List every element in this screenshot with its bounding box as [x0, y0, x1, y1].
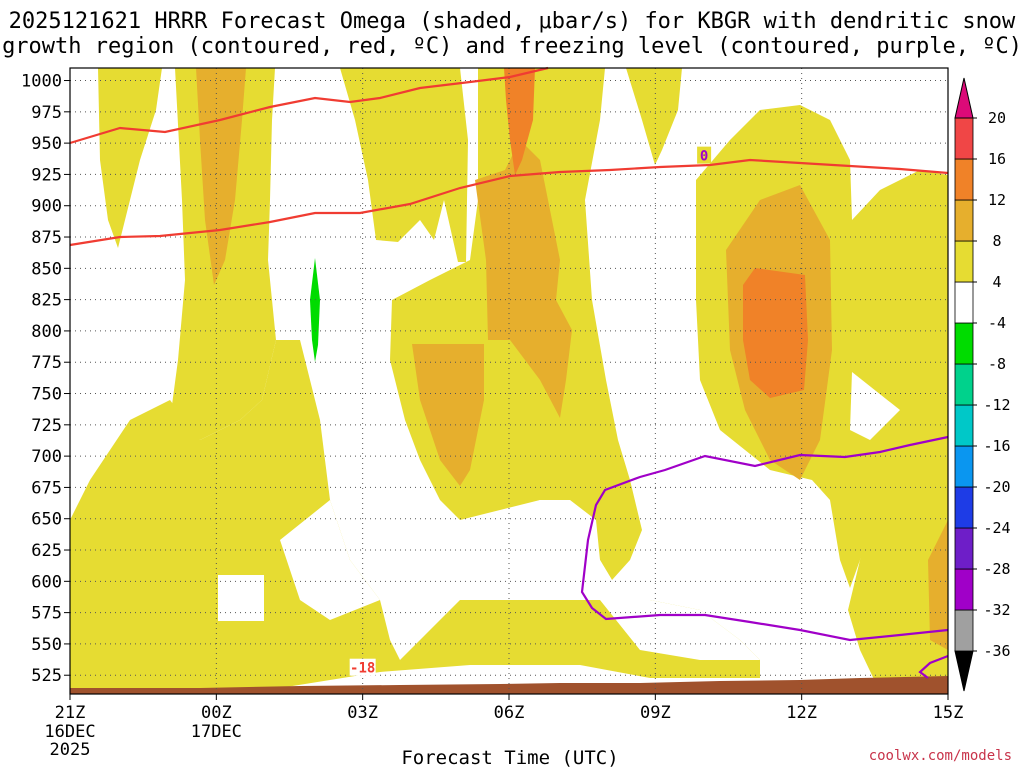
colorbar-label: 4 — [992, 273, 1001, 291]
y-axis: 525 550 575 600 625 650 675 700 725 750 775 800 825 8… — [21, 72, 70, 686]
y-tick-label: 525 — [31, 666, 62, 686]
freezing-contour-label: 0 — [700, 149, 708, 165]
omega-gap — [280, 500, 380, 620]
x-tick-label: 12Z — [786, 703, 817, 723]
omega-shading-12-16 — [504, 68, 808, 398]
y-tick-label: 950 — [31, 134, 62, 154]
colorbar-upper-extension — [954, 77, 974, 119]
dgz-contour-upper — [69, 66, 549, 145]
colorbar-segment — [954, 281, 974, 324]
y-tick-label: 800 — [31, 322, 62, 342]
dgz-contours — [69, 66, 949, 247]
omega-region — [475, 140, 572, 418]
colorbar-segment — [954, 445, 974, 488]
colorbar-label: 16 — [988, 150, 1006, 168]
colorbar-label: -4 — [988, 314, 1006, 332]
omega-shading-neutral — [218, 372, 900, 660]
y-tick-label: 600 — [31, 572, 62, 592]
colorbar-label: -20 — [983, 478, 1010, 496]
y-tick-label: 975 — [31, 103, 62, 123]
y-tick-label: 675 — [31, 478, 62, 498]
x-tick-year: 2025 — [50, 740, 91, 760]
colorbar-segment — [954, 568, 974, 611]
colorbar-label: -12 — [983, 396, 1010, 414]
colorbar-label: 20 — [988, 109, 1006, 127]
colorbar-label: -16 — [983, 437, 1010, 455]
y-tick-label: 825 — [31, 291, 62, 311]
colorbar-segment — [954, 404, 974, 447]
omega-gap — [600, 600, 760, 660]
colorbar-label: 8 — [992, 232, 1001, 250]
omega-gap — [218, 575, 264, 621]
omega-region — [504, 68, 535, 175]
colorbar-segment — [954, 158, 974, 201]
x-tick-label: 21Z — [55, 703, 86, 723]
x-tick-label: 03Z — [347, 703, 378, 723]
y-tick-label: 725 — [31, 416, 62, 436]
colorbar-segment — [954, 199, 974, 242]
colorbar-label: -32 — [983, 601, 1010, 619]
x-tick-label: 00Z — [201, 703, 232, 723]
omega-region — [848, 470, 948, 692]
colorbar-segment — [954, 322, 974, 365]
colorbar-label: -36 — [983, 642, 1010, 660]
colorbar-segment — [954, 240, 974, 283]
omega-region — [412, 344, 484, 486]
y-tick-label: 700 — [31, 447, 62, 467]
dgz-contour-lower — [69, 158, 949, 247]
omega-region — [928, 520, 948, 650]
y-tick-label: 925 — [31, 165, 62, 185]
y-tick-label: 900 — [31, 197, 62, 217]
colorbar: -36 -32 -28 -24 -20 -16 -12 -8 -4 4 8 12 16 20 — [954, 77, 1011, 692]
x-tick-label: 15Z — [933, 703, 964, 723]
colorbar-segment — [954, 117, 974, 160]
dgz-contour-label: -18 — [350, 661, 375, 677]
y-tick-label: 875 — [31, 228, 62, 248]
chart-title-line-1: 2025121621 HRRR Forecast Omega (shaded, … — [9, 9, 1016, 34]
colorbar-segment — [954, 486, 974, 529]
y-tick-label: 775 — [31, 353, 62, 373]
credit-text: coolwx.com/models — [869, 748, 1012, 764]
colorbar-lower-extension — [954, 650, 974, 692]
colorbar-label: -24 — [983, 519, 1010, 537]
omega-gap — [400, 500, 612, 590]
dgz-label-bg — [349, 658, 376, 676]
x-tick-date: 16DEC — [44, 722, 95, 742]
omega-region — [98, 68, 162, 248]
freezing-level-contour-small — [918, 654, 949, 679]
colorbar-label: -28 — [983, 560, 1010, 578]
colorbar-segment — [954, 609, 974, 652]
x-tick-label: 09Z — [640, 703, 671, 723]
y-tick-label: 850 — [31, 259, 62, 279]
y-tick-label: 550 — [31, 635, 62, 655]
colorbar-label: 12 — [988, 191, 1006, 209]
y-tick-label: 575 — [31, 604, 62, 624]
omega-negative-region — [310, 258, 320, 362]
colorbar-segment — [954, 527, 974, 570]
omega-region — [340, 68, 468, 262]
chart-title-line-2: growth region (contoured, red, ºC) and f… — [2, 34, 1022, 59]
omega-region — [743, 268, 808, 398]
x-axis-label: Forecast Time (UTC) — [401, 747, 618, 768]
omega-region — [626, 68, 682, 165]
y-tick-label: 625 — [31, 541, 62, 561]
freezing-level-contours — [580, 435, 949, 679]
y-tick-label: 750 — [31, 385, 62, 405]
freezing-label-bg — [697, 146, 712, 164]
colorbar-segment — [954, 363, 974, 406]
y-tick-label: 1000 — [21, 72, 62, 92]
terrain-profile — [70, 676, 948, 694]
freezing-level-contour — [580, 435, 949, 642]
omega-gap — [850, 372, 900, 440]
y-tick-label: 650 — [31, 510, 62, 530]
x-tick-date: 17DEC — [191, 722, 242, 742]
plot-area: -18 0 — [69, 66, 949, 695]
contour-labels: -18 0 — [349, 146, 712, 677]
x-tick-label: 06Z — [494, 703, 525, 723]
colorbar-label: -8 — [988, 355, 1006, 373]
